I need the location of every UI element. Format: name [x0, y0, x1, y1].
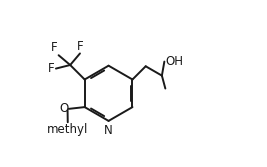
- Text: O: O: [59, 102, 68, 115]
- Text: N: N: [104, 124, 113, 137]
- Text: F: F: [48, 62, 54, 75]
- Text: F: F: [77, 40, 84, 53]
- Text: OH: OH: [165, 55, 183, 68]
- Text: methyl: methyl: [47, 123, 88, 136]
- Text: F: F: [51, 41, 58, 54]
